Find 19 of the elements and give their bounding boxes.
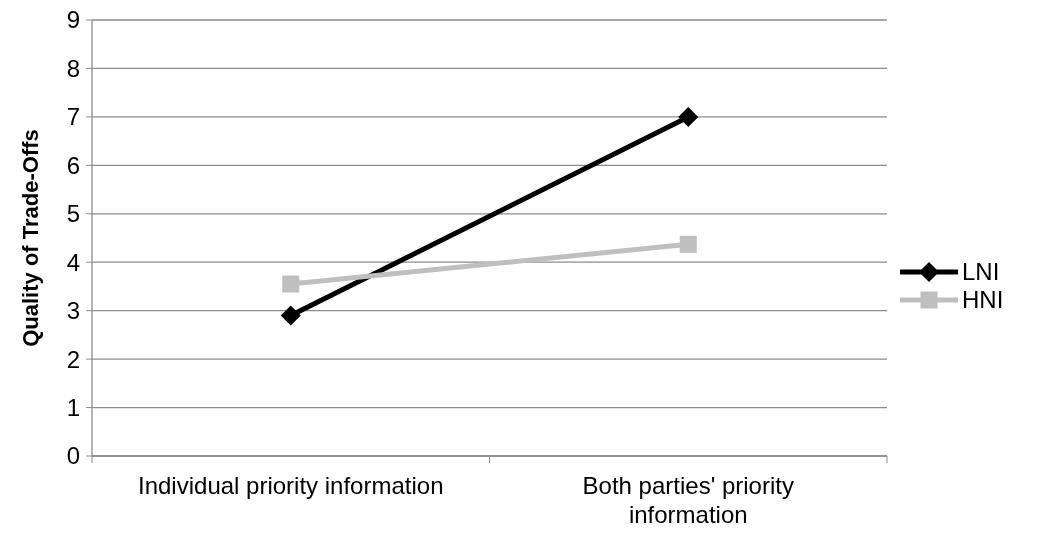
point [280,305,301,326]
y-tick-label: 4 [66,248,80,276]
point [679,235,697,253]
legend-label: HNI [962,286,1004,314]
y-tick-label: 2 [66,345,80,373]
x-tick-label: Individual priority information [138,472,444,499]
y-tick-label: 0 [66,442,80,470]
y-tick-label: 6 [66,151,80,179]
y-tick-label: 3 [66,297,80,325]
y-axis-title: Quality of Trade-Offs [18,129,43,347]
y-tick-label: 7 [66,103,80,131]
x-tick-label: Both parties' priority information [582,472,794,528]
y-tick-label: 5 [66,200,80,228]
point [678,106,699,127]
y-tick-label: 9 [66,6,80,34]
point [282,275,300,293]
legend-label: LNI [962,258,1000,286]
y-tick-label: 1 [66,393,80,421]
y-tick-label: 8 [66,54,80,82]
